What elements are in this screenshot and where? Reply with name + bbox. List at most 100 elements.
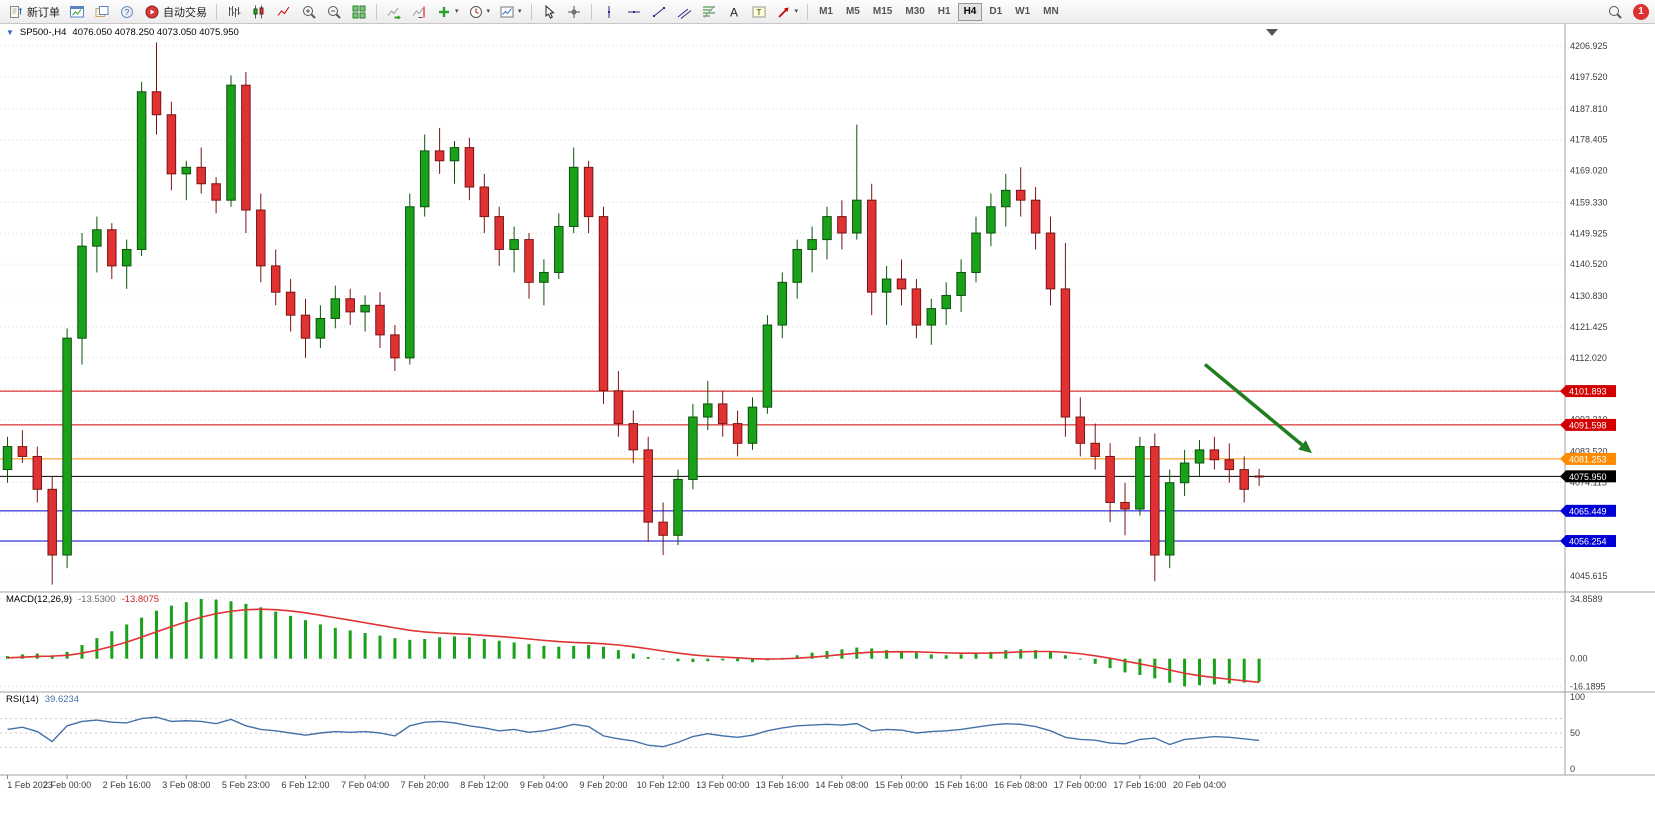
candlestick-chart-icon [253, 5, 264, 18]
candle-body [300, 314, 311, 339]
chart-symbol-period: SP500-,H4 [19, 27, 67, 38]
chart-title: ▼ SP500-,H4 4076.050 4078.250 4073.050 4… [6, 27, 239, 38]
price-axis-tick: 4197.520 [1570, 72, 1608, 82]
notifications-badge[interactable]: 1 [1633, 3, 1649, 20]
macd-histogram [6, 598, 1261, 687]
bearish-arrow-annotation[interactable] [1203, 363, 1304, 447]
candle-body [32, 455, 43, 490]
time-axis-label: 3 Feb 08:00 [162, 780, 210, 790]
resistance-line-1-badge-value: 4101.893 [1569, 387, 1607, 397]
candle-body [1150, 446, 1160, 556]
crosshair-button[interactable] [562, 2, 586, 22]
macd-signal-line [7, 608, 1260, 684]
resistance-line-2-badge-value: 4091.598 [1569, 420, 1607, 430]
text-button[interactable]: A [722, 2, 746, 22]
resistance-line-2-badge-pointer [1560, 418, 1566, 431]
candle-body [315, 317, 326, 339]
chevron-down-icon: ▾ [455, 8, 459, 15]
templates-button[interactable]: ▾ [495, 2, 526, 22]
candle-body [703, 403, 713, 418]
timeframe-h1-button[interactable]: H1 [932, 3, 957, 21]
search-button[interactable] [1603, 2, 1627, 22]
candle-body [256, 209, 266, 267]
bars-chart-button[interactable] [222, 2, 246, 22]
candle-body [643, 449, 653, 523]
tile-windows-button[interactable] [347, 2, 371, 22]
candle-body [777, 281, 788, 326]
price-chart-canvas[interactable]: 4206.925 4197.520 4187.810 4178.405 4169.020… [0, 24, 1655, 826]
timeframe-mn-button[interactable]: MN [1037, 3, 1065, 21]
fibonacci-button[interactable] [697, 2, 721, 22]
candle-body [77, 245, 87, 339]
template-icon [500, 6, 514, 17]
candle-body [121, 248, 132, 267]
horizontal-line-button[interactable] [622, 2, 646, 22]
algo-trading-button[interactable]: 自动交易 [140, 2, 211, 22]
price-axis-tick: 4187.810 [1570, 104, 1608, 114]
toolbar-separator [530, 3, 532, 20]
label-icon: T [752, 6, 766, 17]
cursor-button[interactable] [537, 2, 561, 22]
add-indicator-button[interactable]: ▾ [432, 2, 463, 22]
candle-body [881, 278, 892, 293]
profiles-button[interactable] [90, 2, 114, 22]
new-order-button[interactable]: 新订单 [4, 2, 64, 22]
candle-body [688, 416, 698, 480]
candle-body [1135, 446, 1145, 510]
chart-end-marker-icon[interactable] [1266, 29, 1278, 36]
zoom-in-button[interactable] [297, 2, 321, 22]
time-axis-label: 17 Feb 00:00 [1054, 780, 1107, 790]
time-axis-label: 15 Feb 00:00 [875, 780, 928, 790]
price-axis-tick: 4045.615 [1570, 571, 1608, 581]
support-line-1-badge [1566, 504, 1616, 517]
candle-body [911, 288, 922, 326]
timeframe-m5-button[interactable]: M5 [840, 3, 866, 21]
periods-button[interactable]: ▾ [464, 2, 495, 22]
candlestick-chart-button[interactable] [247, 2, 271, 22]
auto-scroll-button[interactable] [382, 2, 406, 22]
time-axis-label: 6 Feb 12:00 [281, 780, 329, 790]
time-axis-label: 10 Feb 12:00 [637, 780, 690, 790]
trendline-button[interactable] [647, 2, 671, 22]
timeframe-m1-button[interactable]: M1 [813, 3, 839, 21]
time-axis-label: 5 Feb 23:00 [222, 780, 270, 790]
pivot-line-badge [1566, 452, 1616, 465]
price-axis-tick: 4169.020 [1570, 166, 1608, 176]
price-axis-tick: 4130.830 [1570, 291, 1608, 301]
candle-body [464, 147, 475, 188]
candle-body [866, 199, 877, 293]
candle-body [181, 166, 192, 175]
line-chart-icon [277, 6, 290, 16]
toolbar-separator [590, 3, 592, 20]
candle-body [151, 91, 162, 116]
line-chart-button[interactable] [272, 2, 296, 22]
candle-body [509, 239, 519, 250]
bearish-arrow-head[interactable] [1298, 440, 1312, 454]
collapse-chart-icon[interactable]: ▼ [6, 28, 14, 37]
arrows-button[interactable]: ▾ [772, 2, 803, 22]
candle-body [568, 166, 579, 227]
timeframe-d1-button[interactable]: D1 [983, 3, 1008, 21]
community-button[interactable]: ? [115, 2, 139, 22]
timeframe-m15-button[interactable]: M15 [867, 3, 898, 21]
vertical-line-button[interactable] [597, 2, 621, 22]
rsi-scale-0: 0 [1570, 764, 1575, 774]
candle-body [986, 206, 996, 234]
candle-body [226, 84, 236, 201]
timeframe-h4-button[interactable]: H4 [957, 2, 983, 21]
candle-body [717, 403, 728, 425]
candle-body [792, 248, 802, 283]
rsi-value: 39.6234 [44, 694, 80, 705]
candles-layer [2, 42, 1264, 585]
zoom-out-button[interactable] [322, 2, 346, 22]
timeframe-m30-button[interactable]: M30 [899, 3, 930, 21]
rsi-scale-50: 50 [1570, 728, 1580, 738]
timeframe-w1-button[interactable]: W1 [1009, 3, 1036, 21]
macd-scale-zero: 0.00 [1570, 654, 1588, 664]
new-chart-button[interactable] [65, 2, 89, 22]
text-label-button[interactable]: T [747, 2, 771, 22]
chart-shift-button[interactable] [407, 2, 431, 22]
rsi-name: RSI(14) [6, 694, 39, 705]
candle-body [658, 521, 668, 536]
equidistant-channel-button[interactable] [672, 2, 696, 22]
